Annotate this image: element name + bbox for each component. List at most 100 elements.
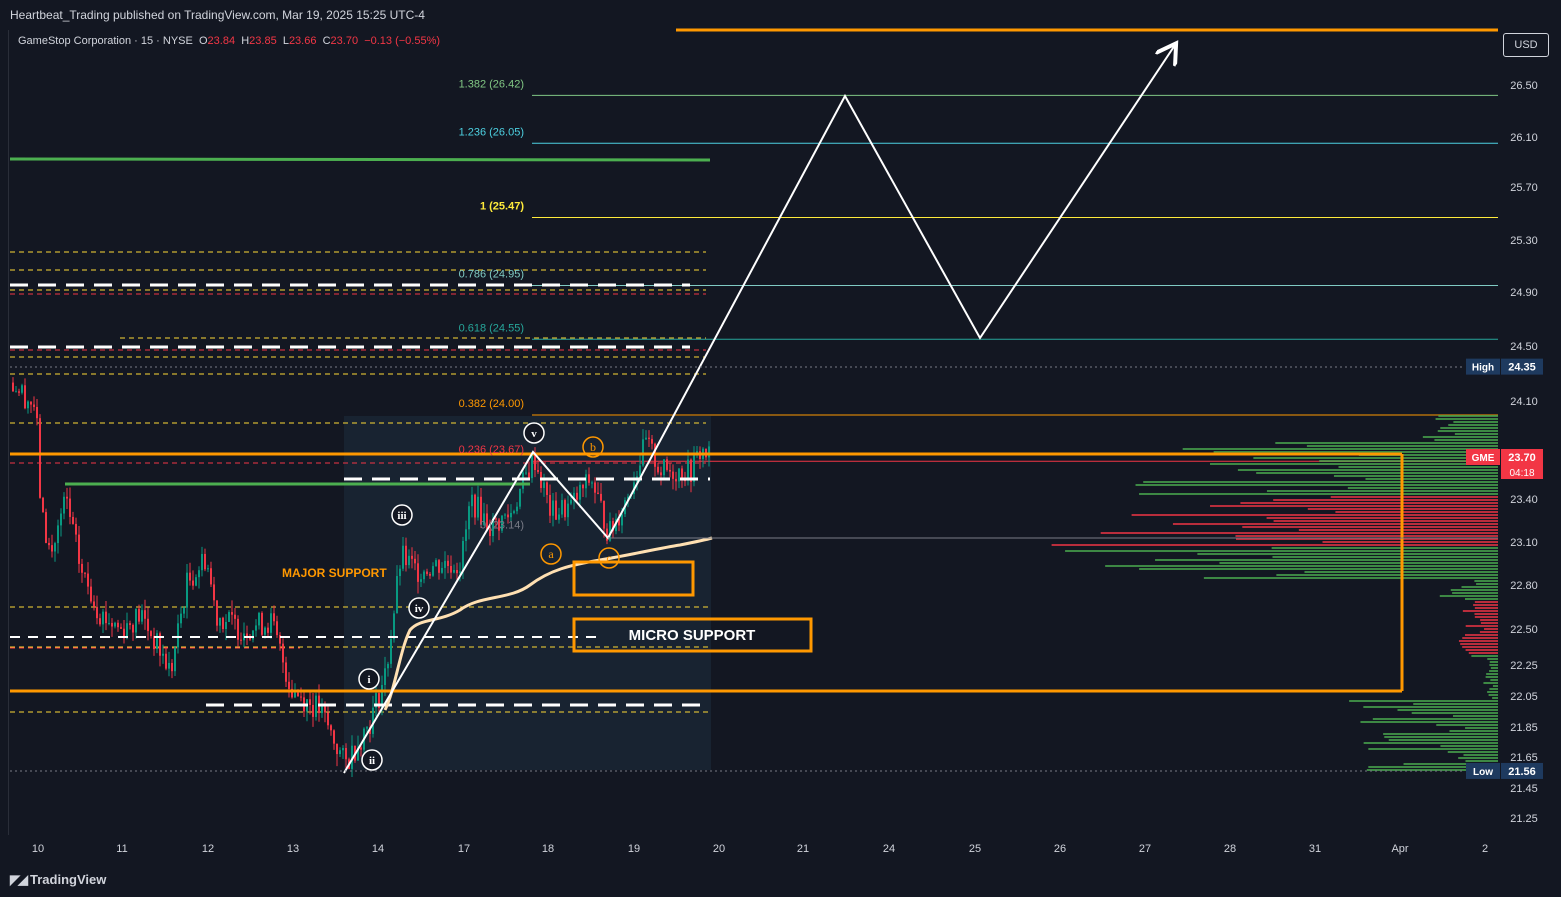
x-tick-label: 25 [969,843,981,855]
candle-body [621,514,623,526]
candle-body [189,572,191,581]
candle-body [333,730,335,744]
ohlc-legend: GameStop Corporation · 15 · NYSE O23.84 … [18,35,440,47]
close-label: C [322,35,331,47]
candle-body [423,571,425,580]
candle-body [504,514,506,516]
price-tag-sub-bg [1501,465,1543,479]
corrective-label-circle [598,547,620,569]
candle-body [108,622,110,624]
candle-body [195,577,197,586]
volume-profile-bar [1474,580,1498,582]
chart-pane[interactable] [8,30,1501,835]
volume-profile-bar [1276,574,1498,576]
top-bar: Heartbeat_Trading published on TradingVi… [0,0,1561,30]
candle-body [549,494,551,516]
candle-body [327,712,329,726]
candle-body [138,608,140,622]
candle-body [558,514,560,520]
price-tag-value: 23.70 [1508,452,1536,464]
currency-button[interactable]: USD [1503,33,1549,57]
candle-body [414,558,416,564]
volume-profile-bar [1465,760,1498,762]
volume-profile-bar [1462,637,1498,639]
candle-body [441,567,443,573]
candle-body [66,496,68,499]
volume-profile-bar [1139,493,1498,495]
volume-profile-bar [1486,673,1498,675]
x-tick-label: 26 [1054,843,1066,855]
candle-body [531,453,533,479]
candle-body [150,631,152,637]
candle-body [315,695,317,717]
candle-body [12,382,14,392]
volume-profile-bar [1438,415,1498,417]
candle-body [432,566,434,576]
candle-body [225,621,227,630]
corrective-label-circle [540,543,562,565]
volume-profile-bar [1219,562,1498,564]
volume-profile-bar [1492,697,1498,699]
candle-body [285,662,287,682]
volume-profile-bar [1434,439,1498,441]
change-value: −0.13 (−0.55%) [364,35,441,47]
volume-profile-bar [1436,724,1498,726]
volume-profile-bar [1435,418,1498,420]
price-tag-value-bg [1501,762,1543,779]
candle-body [171,662,173,672]
price-tag-label-bg [1466,762,1500,779]
candle-body [273,613,275,622]
micro-support-label: MICRO SUPPORT [629,627,756,644]
candle-body [36,406,38,419]
wave-label-circle [523,422,545,444]
y-tick-label: 26.10 [1510,132,1538,144]
candle-body [684,480,686,482]
candle-body [297,692,299,697]
candle-body [270,613,272,633]
price-tag-label: GME [1472,453,1495,464]
y-tick-label: 22.80 [1510,580,1538,592]
volume-profile-bar [1479,631,1498,633]
candle-body [276,621,278,636]
open-label: O [198,35,208,47]
volume-profile-bar [1349,700,1498,702]
volume-profile-bar [1454,433,1498,435]
volume-profile-bar [1100,532,1498,534]
volume-profile-bar [1474,601,1498,603]
x-tick-label: 27 [1139,843,1151,855]
candle-body [219,617,221,626]
volume-profile-bar [1489,661,1498,663]
vwap-curve [383,536,713,711]
volume-profile-bar [1465,727,1498,729]
candle-body [390,639,392,664]
volume-profile-bar [1487,691,1498,693]
candle-body [330,725,332,731]
candle-body [438,560,440,573]
candle-body [339,750,341,755]
candle-body [135,608,137,633]
symbol-label: GameStop Corporation · 15 · NYSE [18,35,193,47]
x-tick-label: 12 [202,843,214,855]
price-tag-label-bg [1466,358,1500,375]
volume-profile-bar [1449,730,1498,732]
candle-body [519,488,521,507]
volume-profile-bar [1235,538,1498,540]
x-tick-label: 18 [542,843,554,855]
corrective-label-text: b [590,440,596,454]
volume-profile-bar [1452,592,1498,594]
candle-body [507,514,509,518]
candle-body [627,496,629,500]
volume-profile-bar [1474,616,1498,618]
volume-profile-bar [1273,499,1498,501]
candle-body [483,513,485,525]
volume-profile-bar [1237,469,1498,471]
wave-label-text: iv [415,603,424,615]
volume-profile-bar [1384,736,1498,738]
candle-body [534,453,536,470]
candle-body [384,668,386,686]
volume-profile-bar [1489,664,1498,666]
candle-body [120,627,122,629]
candle-body [678,468,680,482]
volume-profile-bar [1453,421,1498,423]
